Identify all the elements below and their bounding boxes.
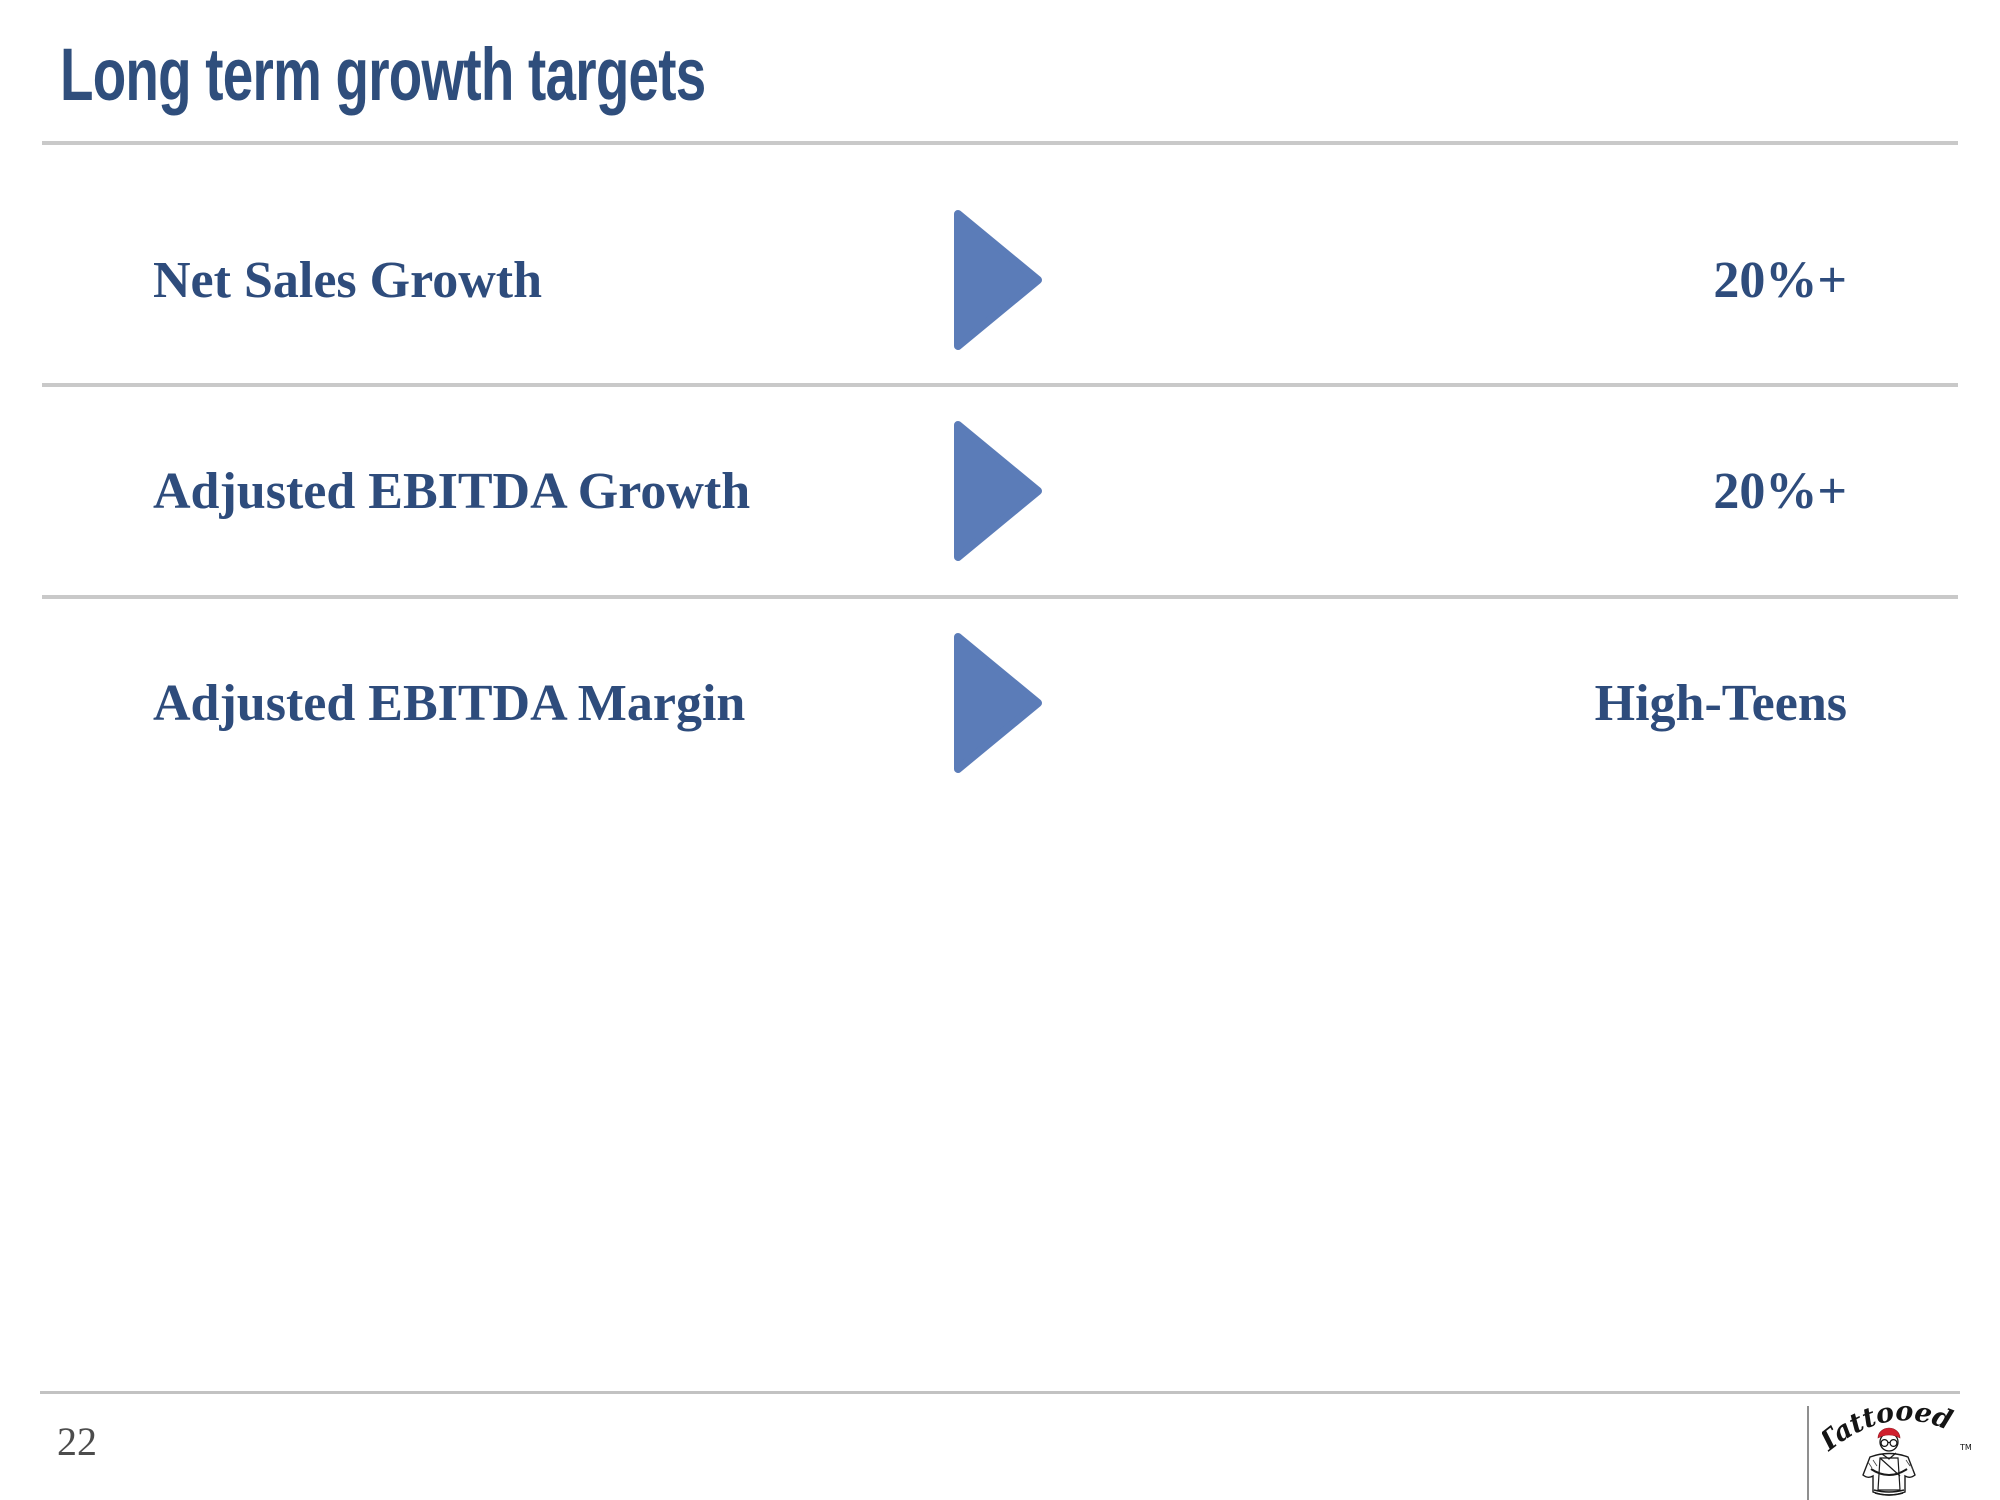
tattooed-chef-logo: Tattooed Chef TM — [1822, 1396, 1972, 1496]
logo-trademark: TM — [1959, 1443, 1972, 1452]
row-label: Adjusted EBITDA Margin — [153, 674, 746, 732]
page-title: Long term growth targets — [60, 33, 706, 116]
row-label: Net Sales Growth — [153, 251, 543, 309]
table-row: Adjusted EBITDA Growth 20%+ — [0, 385, 2000, 597]
table-row: Net Sales Growth 20%+ — [0, 174, 2000, 386]
row-value: High-Teens — [1594, 674, 1847, 732]
footer-vertical-divider — [1807, 1406, 1809, 1500]
footer-divider — [40, 1391, 1960, 1394]
arrow-right-icon — [954, 210, 1042, 350]
title-divider — [42, 141, 1958, 145]
row-divider — [42, 595, 1958, 599]
row-label: Adjusted EBITDA Growth — [153, 462, 751, 520]
row-divider — [42, 383, 1958, 387]
chef-figure-icon — [1862, 1427, 1916, 1496]
row-value: 20%+ — [1713, 462, 1847, 520]
table-row: Adjusted EBITDA Margin High-Teens — [0, 597, 2000, 809]
row-value: 20%+ — [1713, 251, 1847, 309]
arrow-right-icon — [954, 633, 1042, 773]
arrow-right-icon — [954, 421, 1042, 561]
page-number: 22 — [57, 1419, 97, 1464]
